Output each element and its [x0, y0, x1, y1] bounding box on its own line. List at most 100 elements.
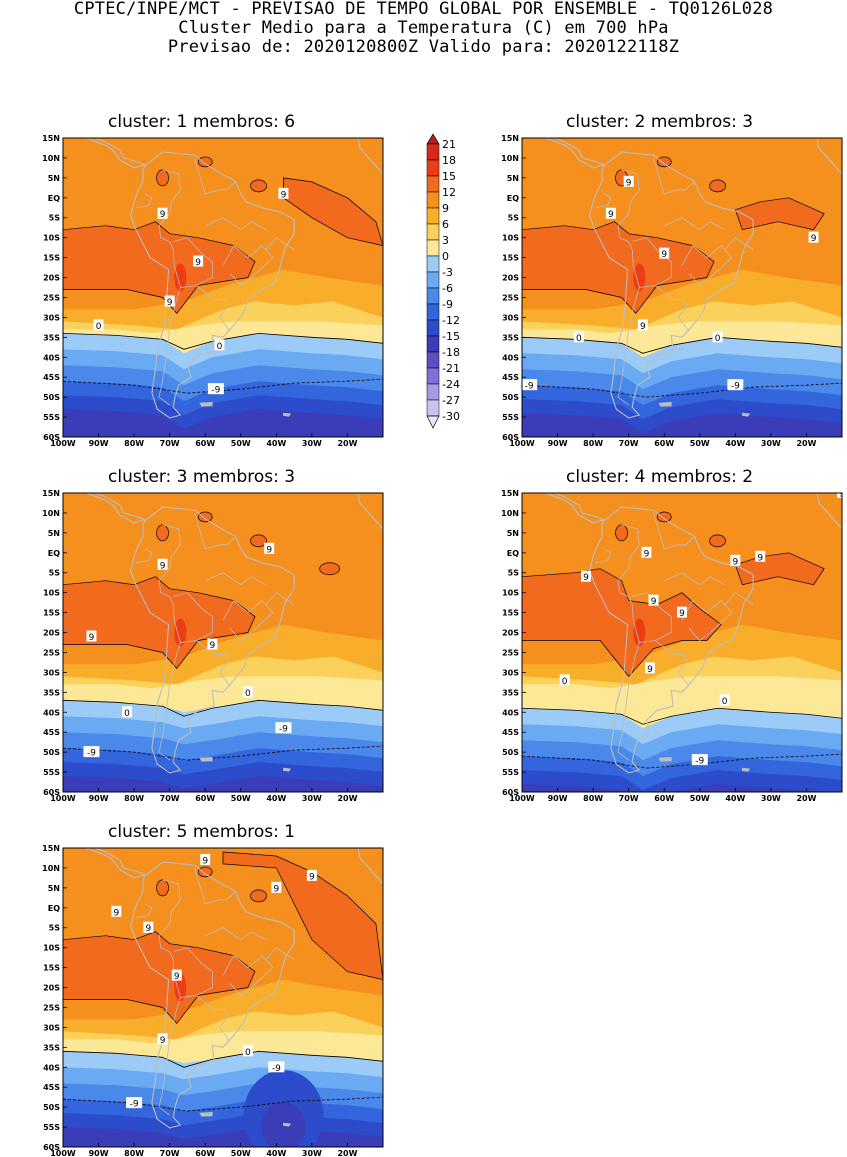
- lat-tick-label: 5N: [507, 174, 519, 183]
- contour-label: 0: [722, 697, 728, 707]
- contour-label-bg: [677, 606, 687, 618]
- contour-label: -9: [272, 1064, 281, 1074]
- panel-title-3: cluster: 3 membros: 3: [108, 467, 296, 487]
- lat-tick-label: 5S: [49, 924, 61, 933]
- contour-label-bg: [637, 319, 648, 331]
- contour-label-bg: [275, 722, 292, 734]
- colorbar-label: 18: [442, 154, 456, 167]
- colorbar-label: -9: [442, 298, 453, 311]
- lon-tick-label: 100W: [50, 439, 76, 448]
- lon-tick-label: 30W: [302, 439, 322, 448]
- colorbar-label: -30: [442, 410, 460, 423]
- lat-tick-label: 30S: [43, 668, 60, 677]
- lon-tick-label: 50W: [231, 794, 251, 803]
- lat-tick-label: EQ: [507, 549, 519, 558]
- lat-tick-label: 40S: [502, 708, 519, 717]
- lat-tick-label: 5S: [508, 569, 520, 578]
- contour-label: -9: [695, 757, 704, 767]
- colorbar-label: -21: [442, 362, 460, 375]
- contour-label: 9: [309, 872, 315, 882]
- contour-label-bg: [645, 662, 655, 674]
- lon-tick-label: 50W: [690, 439, 710, 448]
- lat-tick-label: 30S: [43, 1023, 60, 1032]
- colorbar-swatch: [426, 159, 440, 177]
- lat-tick-label: 30S: [43, 313, 60, 322]
- lat-tick-label: 5N: [48, 529, 60, 538]
- contour-label-bg: [171, 969, 182, 981]
- contour-label-bg: [268, 1061, 285, 1073]
- colorbar-label: 6: [442, 218, 449, 231]
- contour-label: -9: [731, 382, 740, 392]
- colorbar-label: 12: [442, 186, 456, 199]
- contour-label: 9: [608, 210, 614, 220]
- contour-label-bg: [157, 1033, 168, 1045]
- contour-label-bg: [605, 207, 616, 219]
- colorbar-swatch: [426, 191, 440, 209]
- coastlines: [63, 138, 383, 419]
- colorbar-label: -18: [442, 346, 460, 359]
- contour-label: 9: [647, 665, 653, 675]
- lat-tick-label: 15N: [501, 134, 519, 143]
- colorbar-swatch: [426, 207, 440, 225]
- lon-tick-label: 30W: [761, 794, 781, 803]
- lat-tick-label: 55S: [502, 768, 519, 777]
- lat-tick-label: 20S: [43, 274, 60, 283]
- lon-tick-label: 20W: [337, 439, 357, 448]
- lon-tick-label: 20W: [796, 439, 816, 448]
- contour-label-bg: [200, 853, 211, 865]
- lon-tick-label: 80W: [124, 1149, 144, 1157]
- map-panel-2: 9 9 9 9 9 0 0 -9 -9 15N 10N 5N EQ 5S 10S 15S 20S 25S 30S 35…: [501, 134, 843, 448]
- contour-label-bg: [727, 379, 744, 391]
- lat-tick-label: 15S: [502, 609, 519, 618]
- contour-label-bg: [271, 881, 282, 893]
- lon-tick-label: 30W: [302, 794, 322, 803]
- contour-label: 9: [167, 298, 173, 308]
- lon-tick-label: 20W: [796, 794, 816, 803]
- lat-tick-label: 40S: [43, 1063, 60, 1072]
- contour-label-bg: [242, 1045, 253, 1057]
- contour-label-bg: [126, 1097, 143, 1109]
- coastlines: [63, 493, 383, 774]
- map-frame: [62, 137, 384, 438]
- lat-tick-label: 10S: [43, 234, 60, 243]
- contour-label-bg: [242, 686, 253, 698]
- contour-label: -9: [130, 1100, 139, 1110]
- lat-tick-label: 5S: [49, 569, 61, 578]
- colorbar-label: -6: [442, 282, 453, 295]
- lat-tick-label: EQ: [48, 194, 60, 203]
- contour-label-bg: [712, 331, 723, 343]
- lon-tick-label: 20W: [337, 794, 357, 803]
- contour-label: 9: [160, 1036, 166, 1046]
- lat-tick-label: 35S: [43, 688, 60, 697]
- contour-label-bg: [559, 674, 570, 686]
- colorbar-bottom-arrow: [426, 415, 440, 429]
- panel-title-2: cluster: 2 membros: 3: [566, 112, 754, 132]
- contour-label-bg: [573, 331, 584, 343]
- panel-title-5: cluster: 5 membros: 1: [108, 822, 296, 842]
- panel-title-4: cluster: 4 membros: 2: [566, 467, 754, 487]
- lat-tick-label: 35S: [43, 1043, 60, 1052]
- contour-label-bg: [837, 493, 842, 498]
- contour-label: 9: [644, 549, 650, 559]
- contour-label: 9: [626, 178, 632, 188]
- lat-tick-label: 45S: [502, 373, 519, 382]
- lat-tick-label: 55S: [43, 1123, 60, 1132]
- lon-tick-label: 80W: [583, 439, 603, 448]
- lat-tick-label: 25S: [43, 293, 60, 302]
- lon-tick-label: 90W: [548, 794, 568, 803]
- contour-label: -9: [525, 382, 534, 392]
- contour-label: 9: [113, 908, 119, 918]
- colorbar-label: -27: [442, 394, 460, 407]
- contour-label-bg: [719, 694, 730, 706]
- contour-label: 9: [651, 597, 657, 607]
- contour-label-bg: [730, 554, 741, 566]
- coastlines: [63, 848, 383, 1129]
- lon-tick-label: 80W: [583, 794, 603, 803]
- lat-tick-label: 15N: [42, 844, 60, 853]
- contour-label: 9: [583, 573, 589, 583]
- lon-tick-label: 80W: [124, 794, 144, 803]
- lat-tick-label: 5S: [49, 214, 61, 223]
- panel-title-1: cluster: 1 membros: 6: [108, 112, 296, 132]
- colorbar-swatch: [426, 175, 440, 193]
